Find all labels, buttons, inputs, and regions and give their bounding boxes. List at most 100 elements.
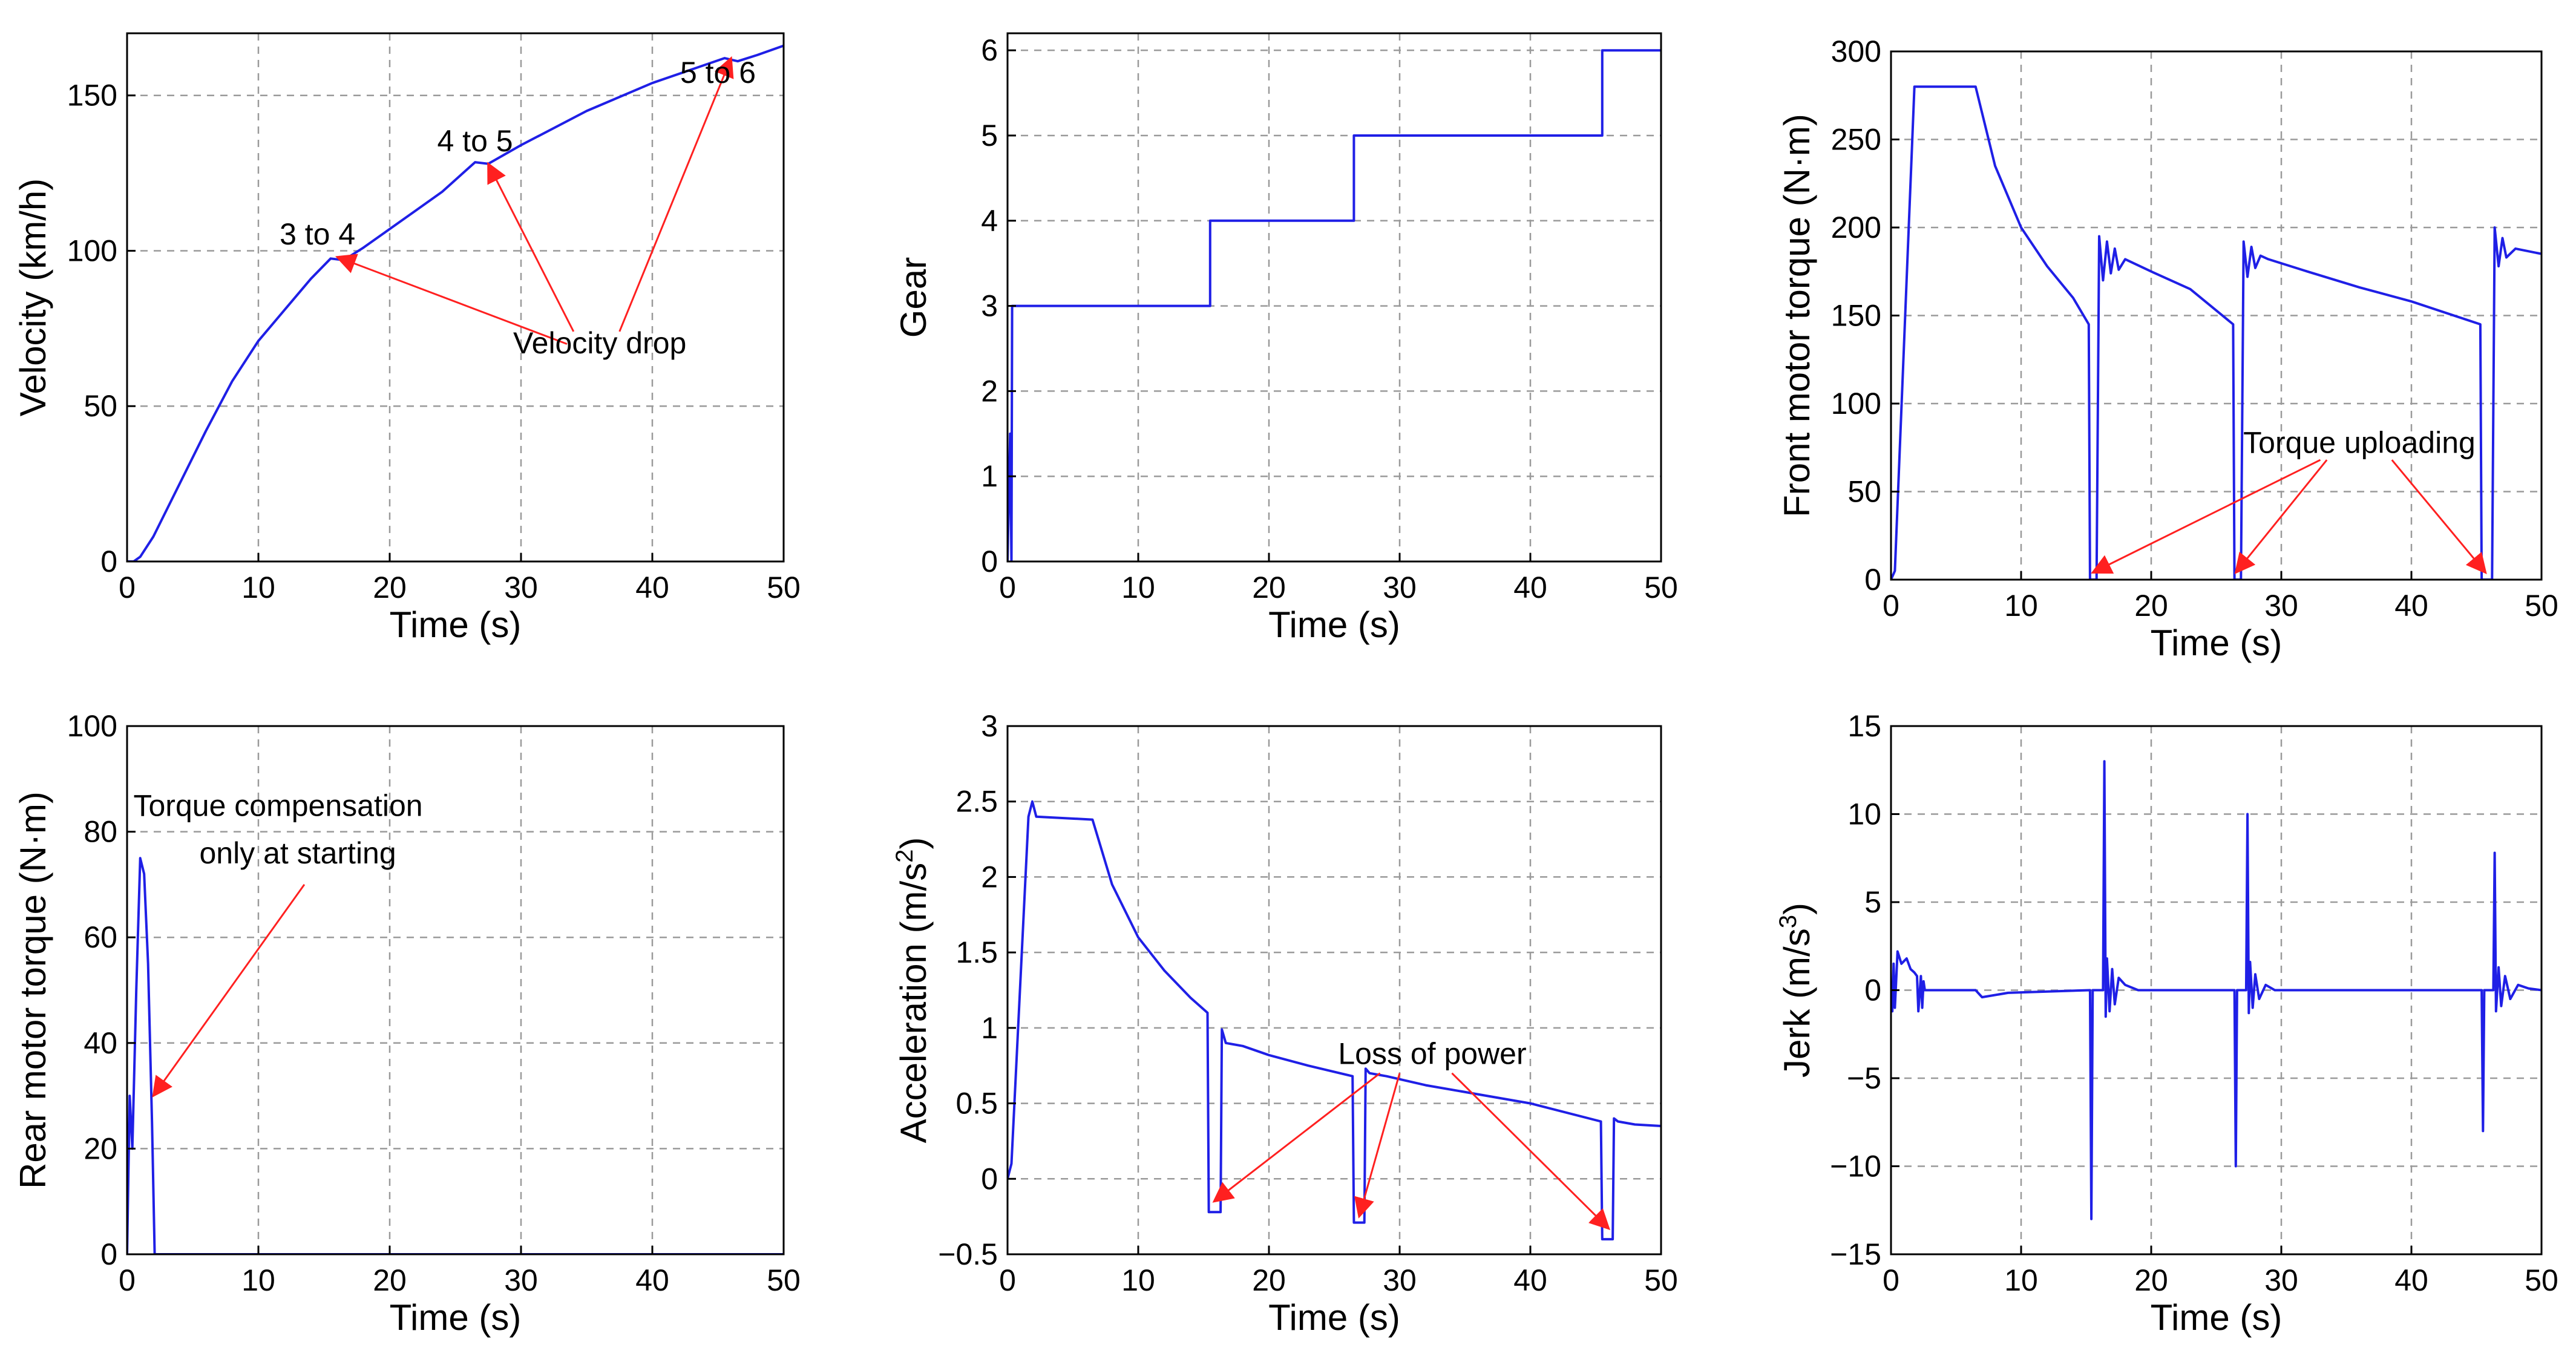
x-tick-label: 40: [635, 571, 669, 604]
axes-frame: [126, 32, 785, 563]
y-tick-label: 150: [67, 79, 117, 113]
annotation-arrow: [618, 56, 734, 332]
y-tick-label: 0: [100, 1237, 117, 1271]
x-tick-label: 30: [504, 1263, 538, 1297]
y-tick-label: 50: [84, 389, 117, 423]
x-tick-label: 50: [1644, 571, 1678, 604]
annotation-label: Torque compensation: [134, 788, 423, 822]
y-tick-label: 300: [1831, 34, 1881, 68]
y-tick-label: 20: [84, 1131, 117, 1165]
annotation-label: Loss of power: [1338, 1037, 1526, 1071]
x-tick-label: 10: [2004, 589, 2038, 623]
series-line-acceleration: [1008, 800, 1661, 1241]
x-axis-label: Time (s): [390, 604, 522, 645]
y-axis-label: Front motor torque (N·m): [1777, 114, 1817, 517]
x-tick-label: 10: [1121, 1263, 1155, 1297]
series-line-gear: [1008, 49, 1661, 561]
y-tick-label: 10: [1847, 797, 1881, 831]
x-tick-label: 10: [1121, 571, 1155, 604]
y-tick-label: 3: [981, 289, 998, 323]
chart-gear: 0 10 20 30 40 50 0 1 2 3 4 5 6 Time (s) Gear: [893, 32, 1678, 645]
chart-velocity: 0 10 20 30 40 50 0 50 100 150 Time (s) Velocity (km…: [13, 32, 801, 645]
x-tick-label: 0: [1883, 1263, 1899, 1297]
y-tick-label: 0: [981, 545, 998, 578]
y-tick-label: −10: [1830, 1150, 1881, 1183]
y-tick-label: −0.5: [938, 1237, 998, 1271]
x-tick-label: 20: [373, 1263, 407, 1297]
y-tick-label: 2: [981, 860, 998, 894]
annotation-arrow: [152, 884, 306, 1098]
x-tick-label: 10: [241, 1263, 275, 1297]
y-tick-label: 2: [981, 374, 998, 408]
annotation-arrow: [2234, 459, 2328, 575]
y-axis-label: Jerk (m/s3): [1775, 903, 1817, 1078]
annotation-label: only at starting: [200, 836, 396, 870]
x-tick-label: 30: [2264, 1263, 2298, 1297]
series-line-jerk: [1891, 760, 2542, 1220]
y-tick-label: 15: [1847, 709, 1881, 743]
x-tick-label: 40: [2394, 1263, 2428, 1297]
x-tick-label: 30: [504, 571, 538, 604]
x-tick-label: 20: [2134, 589, 2168, 623]
annotation-label: 4 to 5: [437, 124, 513, 158]
y-tick-label: 1: [981, 1011, 998, 1045]
x-axis-label: Time (s): [390, 1297, 522, 1338]
annotation-arrow: [1354, 1073, 1401, 1219]
x-tick-label: 40: [1513, 571, 1547, 604]
annotation-arrow: [2091, 459, 2321, 574]
y-tick-label: 0: [981, 1162, 998, 1196]
y-tick-label: 6: [981, 33, 998, 67]
y-axis-label: Acceleration (m/s2): [891, 837, 934, 1144]
x-tick-label: 50: [1644, 1263, 1678, 1297]
y-tick-label: 150: [1831, 299, 1881, 333]
x-axis-label: Time (s): [1268, 604, 1400, 645]
y-tick-label: 2.5: [955, 785, 998, 819]
x-tick-label: 40: [635, 1263, 669, 1297]
y-tick-label: 200: [1831, 211, 1881, 244]
x-tick-label: 30: [2264, 589, 2298, 623]
x-tick-label: 20: [2134, 1263, 2168, 1297]
y-tick-label: −15: [1830, 1237, 1881, 1271]
x-axis-label: Time (s): [1268, 1297, 1400, 1338]
chart-jerk: 0 10 20 30 40 50 −15 −10 −5 0 5 10 15 Time (s) Jerk (m…: [1775, 709, 2558, 1338]
series-line-front-torque: [1891, 85, 2542, 580]
y-tick-label: 0.5: [955, 1087, 998, 1121]
y-axis-label: Rear motor torque (N·m): [13, 791, 53, 1189]
x-tick-label: 0: [1883, 589, 1899, 623]
y-tick-label: 4: [981, 204, 998, 238]
annotation-arrow: [2391, 459, 2487, 574]
annotation-arrow: [335, 254, 568, 345]
y-tick-label: 0: [1864, 974, 1881, 1007]
x-tick-label: 20: [373, 571, 407, 604]
x-axis-label: Time (s): [2151, 623, 2283, 663]
annotation-label: Velocity drop: [513, 326, 686, 360]
y-tick-label: 250: [1831, 123, 1881, 157]
y-tick-label: −5: [1847, 1061, 1881, 1095]
y-tick-label: 100: [67, 234, 117, 267]
x-tick-label: 50: [767, 571, 801, 604]
annotation-label: Torque uploading: [2243, 425, 2476, 459]
y-tick-label: 100: [67, 709, 117, 743]
x-tick-label: 0: [999, 571, 1016, 604]
annotation-arrow: [487, 162, 575, 332]
y-tick-label: 100: [1831, 387, 1881, 421]
x-tick-label: 20: [1252, 571, 1286, 604]
y-tick-label: 40: [84, 1026, 117, 1060]
x-tick-label: 30: [1383, 1263, 1417, 1297]
annotation-arrow: [1451, 1072, 1611, 1230]
y-tick-label: 0: [1864, 563, 1881, 597]
axes-frame: [1006, 725, 1662, 1255]
y-axis-label: Velocity (km/h): [13, 178, 53, 416]
x-tick-label: 50: [2525, 589, 2558, 623]
x-tick-label: 10: [241, 571, 275, 604]
axes-frame: [1006, 32, 1662, 563]
x-tick-label: 20: [1252, 1263, 1286, 1297]
y-tick-label: 3: [981, 709, 998, 743]
y-tick-label: 5: [981, 119, 998, 152]
y-tick-label: 50: [1847, 475, 1881, 509]
annotation-label: 3 to 4: [280, 217, 355, 251]
y-tick-label: 1.5: [955, 935, 998, 969]
x-tick-label: 40: [2394, 589, 2428, 623]
